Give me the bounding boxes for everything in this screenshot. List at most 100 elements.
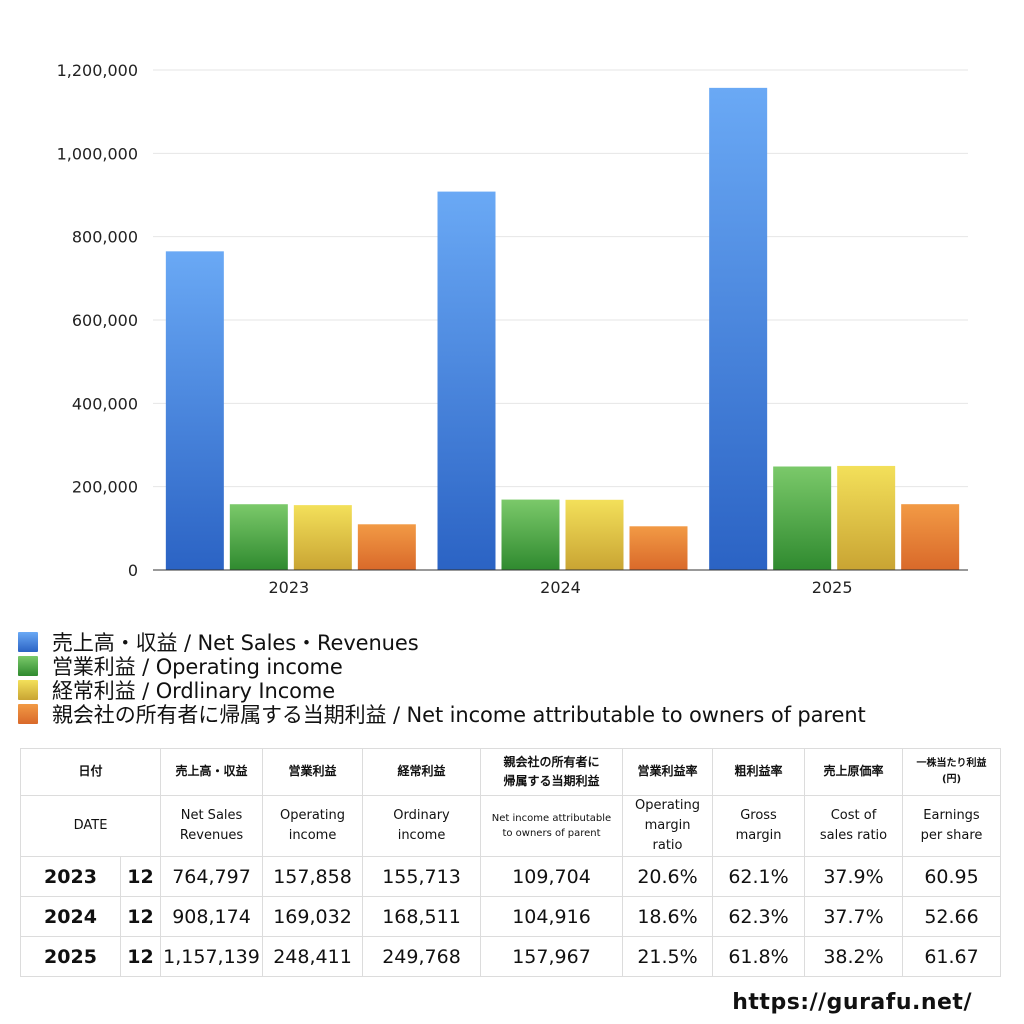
grid-lines xyxy=(153,69,968,488)
header-op-en-line2: income xyxy=(288,828,337,844)
bar-2025-series-1 xyxy=(773,466,832,570)
cell-gm: 62.1% xyxy=(712,856,806,898)
legend-label-net-sales: 売上高・収益 / Net Sales・Revenues xyxy=(52,631,419,655)
cell-ord: 155,713 xyxy=(362,856,482,898)
financial-table: 日付 売上高・収益 営業利益 経常利益 親会社の所有者に 帰属する当期利益 営業利… xyxy=(19,748,1002,978)
header-op-en: Operating income xyxy=(262,794,364,858)
legend-item-operating-income: 営業利益 / Operating income xyxy=(18,654,866,679)
header-ord-en: Ordinary income xyxy=(362,794,482,858)
header-opm-en-line1: Operating xyxy=(635,798,701,813)
header-eps-en: Earnings per share xyxy=(902,794,1002,858)
legend: 売上高・収益 / Net Sales・Revenues 営業利益 / Opera… xyxy=(18,630,866,727)
header-gm-en-line2: margin xyxy=(735,828,782,844)
header-net-en-line2: to owners of parent xyxy=(502,828,601,840)
cell-op: 248,411 xyxy=(262,936,364,978)
header-ord-en-line1: Ordinary xyxy=(393,808,450,824)
header-net-jp-line1: 親会社の所有者に xyxy=(503,754,600,769)
legend-item-net-sales: 売上高・収益 / Net Sales・Revenues xyxy=(18,630,866,655)
cell-op: 169,032 xyxy=(262,896,364,938)
header-sales-jp: 売上高・収益 xyxy=(160,748,264,796)
table-row: 2025 12 1,157,139 248,411 249,768 157,96… xyxy=(20,936,1002,978)
header-gm-en-line1: Gross xyxy=(740,808,777,824)
legend-label-ordinary-income: 経常利益 / Ordlinary Income xyxy=(52,679,336,703)
cell-opm: 21.5% xyxy=(622,936,714,978)
bar-2023-series-0 xyxy=(165,251,224,570)
header-opm-jp: 営業利益率 xyxy=(622,748,714,796)
bar-2024-series-2 xyxy=(565,499,624,570)
cell-eps: 52.66 xyxy=(902,896,1002,938)
header-eps-en-line1: Earnings xyxy=(923,808,980,824)
legend-item-ordinary-income: 経常利益 / Ordlinary Income xyxy=(18,678,866,703)
cell-cost: 37.9% xyxy=(804,856,904,898)
cell-month: 12 xyxy=(119,936,162,978)
cell-ord: 168,511 xyxy=(362,896,482,938)
header-gm-jp: 粗利益率 xyxy=(712,748,806,796)
table-header-jp: 日付 売上高・収益 営業利益 経常利益 親会社の所有者に 帰属する当期利益 営業利… xyxy=(19,748,1002,796)
cell-gm: 61.8% xyxy=(712,936,806,978)
header-net-en: Net income attributable to owners of pare… xyxy=(480,794,624,858)
header-opm-en-line3: ratio xyxy=(652,838,683,854)
y-tick-label: 800,000 xyxy=(72,228,138,247)
cell-gm: 62.3% xyxy=(712,896,806,938)
x-tick-label: 2024 xyxy=(540,578,581,597)
cell-ord: 249,768 xyxy=(362,936,482,978)
header-net-en-line1: Net income attributable xyxy=(491,812,612,824)
header-sales-en-line1: Net Sales xyxy=(180,808,243,824)
y-tick-label: 1,000,000 xyxy=(57,144,138,163)
cell-month: 12 xyxy=(119,896,162,938)
header-cost-en-line1: Cost of xyxy=(830,808,877,824)
cell-sales: 908,174 xyxy=(160,896,264,938)
bar-2023-series-3 xyxy=(357,524,416,570)
cell-cost: 37.7% xyxy=(804,896,904,938)
legend-swatch-net-sales xyxy=(18,632,38,652)
y-tick-label: 400,000 xyxy=(72,394,138,413)
y-tick-label: 0 xyxy=(128,561,138,580)
bar-2023-series-2 xyxy=(293,505,352,570)
header-op-jp: 営業利益 xyxy=(262,748,364,796)
cell-opm: 18.6% xyxy=(622,896,714,938)
cell-sales: 764,797 xyxy=(160,856,264,898)
header-cost-en: Cost of sales ratio xyxy=(804,794,904,858)
bar-2025-series-2 xyxy=(837,465,896,570)
x-tick-label: 2025 xyxy=(812,578,853,597)
cell-year: 2025 xyxy=(20,936,121,978)
cell-cost: 38.2% xyxy=(804,936,904,978)
table-header-en: DATE Net Sales Revenues Operating income O… xyxy=(19,794,1002,858)
header-opm-en: Operating margin ratio xyxy=(622,794,714,858)
header-op-en-line1: Operating xyxy=(280,808,346,824)
cell-year: 2023 xyxy=(20,856,121,898)
header-cost-jp: 売上原価率 xyxy=(804,748,904,796)
bar-2023-series-1 xyxy=(229,504,288,570)
table-row: 2023 12 764,797 157,858 155,713 109,704 … xyxy=(20,856,1002,898)
legend-swatch-operating-income xyxy=(18,656,38,676)
cell-eps: 61.67 xyxy=(902,936,1002,978)
header-eps-jp-line1: 一株当たり利益 xyxy=(916,758,987,769)
cell-opm: 20.6% xyxy=(622,856,714,898)
cell-eps: 60.95 xyxy=(902,856,1002,898)
header-sales-en: Net Sales Revenues xyxy=(160,794,264,858)
y-tick-label: 200,000 xyxy=(72,478,138,497)
table-row: 2024 12 908,174 169,032 168,511 104,916 … xyxy=(20,896,1002,938)
cell-month: 12 xyxy=(119,856,162,898)
header-eps-jp-line2: (円) xyxy=(941,774,962,785)
bars xyxy=(165,87,960,570)
cell-year: 2024 xyxy=(20,896,121,938)
y-tick-label: 600,000 xyxy=(72,311,138,330)
header-ord-en-line2: income xyxy=(397,828,446,844)
cell-sales: 1,157,139 xyxy=(160,936,264,978)
y-axis-ticks: 0 200,000 400,000 600,000 800,000 1,000,000 1,… xyxy=(57,61,138,580)
legend-label-net-income: 親会社の所有者に帰属する当期利益 / Net income attributab… xyxy=(52,703,866,727)
bar-2024-series-1 xyxy=(501,499,560,570)
header-cost-en-line2: sales ratio xyxy=(819,828,888,844)
header-gm-en: Gross margin xyxy=(712,794,806,858)
legend-item-net-income: 親会社の所有者に帰属する当期利益 / Net income attributab… xyxy=(18,702,866,727)
site-url[interactable]: https://gurafu.net/ xyxy=(732,990,972,1015)
y-tick-label: 1,200,000 xyxy=(57,61,138,80)
header-date-en: DATE xyxy=(19,794,162,858)
bar-2025-series-3 xyxy=(901,504,960,570)
header-ord-jp: 経常利益 xyxy=(362,748,482,796)
header-opm-en-line2: margin xyxy=(644,818,691,834)
bar-2025-series-0 xyxy=(709,87,768,570)
cell-op: 157,858 xyxy=(262,856,364,898)
header-net-jp: 親会社の所有者に 帰属する当期利益 xyxy=(480,748,624,796)
